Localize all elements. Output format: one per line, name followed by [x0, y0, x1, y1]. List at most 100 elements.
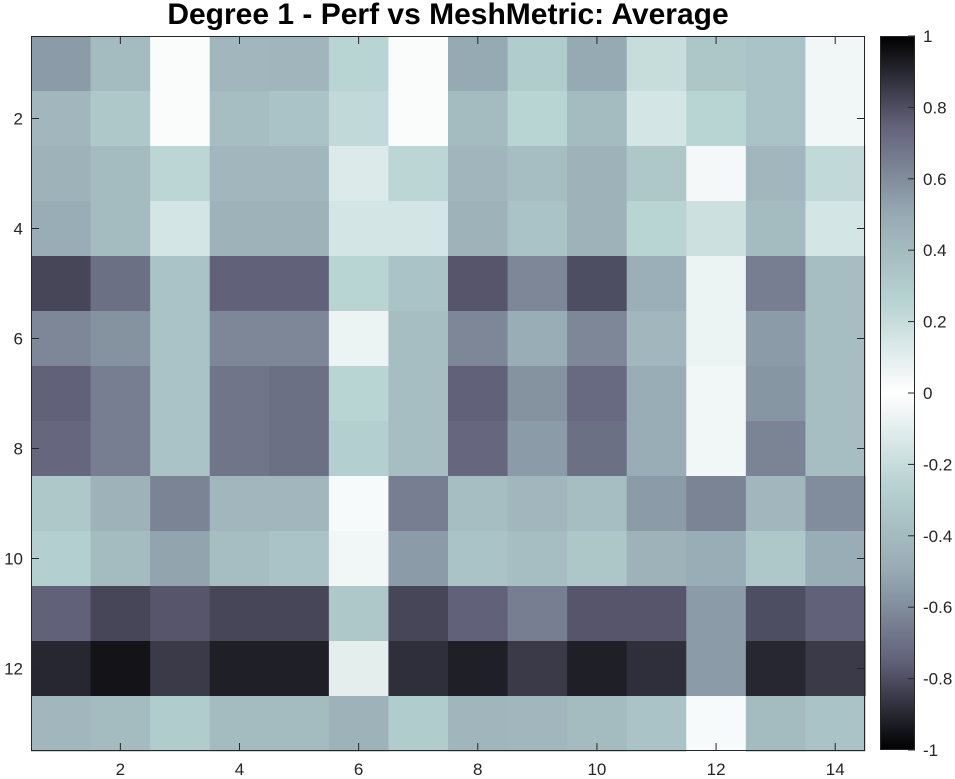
heatmap-cell — [567, 476, 628, 532]
heatmap-cell — [567, 311, 628, 367]
heatmap-cell — [269, 36, 330, 92]
heatmap-cell — [626, 586, 687, 642]
x-tick-label: 4 — [235, 760, 244, 779]
heatmap-cell — [805, 476, 866, 532]
y-tick-label: 10 — [4, 550, 23, 569]
heatmap-cell — [90, 696, 151, 752]
heatmap-cell — [150, 91, 211, 147]
heatmap-cell — [269, 641, 330, 697]
heatmap-cell — [388, 586, 449, 642]
heatmap-cell — [507, 146, 568, 202]
heatmap-cell — [90, 421, 151, 477]
heatmap-cell — [209, 531, 270, 587]
heatmap-cell — [567, 366, 628, 422]
heatmap-cell — [448, 36, 509, 92]
heatmap-cell — [328, 91, 390, 147]
heatmap-cell — [90, 476, 151, 532]
heatmap-cell — [90, 36, 151, 92]
heatmap-cell — [567, 146, 628, 202]
heatmap-cell — [567, 91, 628, 147]
heatmap-cell — [328, 146, 390, 202]
colorbar-ticks: 1 0.8 0.6 0.4 0.2 0 -0.2 -0.4 -0.6 -0.8 -1 — [908, 27, 952, 760]
heatmap-cell — [745, 696, 807, 752]
heatmap-cell — [805, 146, 866, 202]
heatmap-cell — [686, 36, 747, 92]
heatmap-cell — [90, 586, 151, 642]
heatmap-cell — [686, 201, 747, 257]
heatmap-cell — [269, 256, 330, 312]
heatmap-cells — [31, 36, 866, 752]
y-tick-label: 2 — [14, 110, 23, 129]
y-tick-label: 6 — [14, 330, 23, 349]
x-tick-label: 12 — [707, 760, 726, 779]
heatmap-cell — [745, 421, 807, 477]
heatmap-cell — [805, 256, 866, 312]
heatmap-cell — [388, 476, 449, 532]
heatmap-cell — [209, 366, 270, 422]
heatmap-cell — [626, 91, 687, 147]
heatmap-cell — [31, 146, 92, 202]
heatmap-cell — [507, 531, 568, 587]
heatmap-cell — [448, 586, 509, 642]
colorbar-tick-label: 0.8 — [923, 98, 947, 117]
colorbar-tick-label: 0 — [923, 384, 932, 403]
heatmap-cell — [150, 311, 211, 367]
heatmap-cell — [805, 311, 866, 367]
heatmap-cell — [209, 696, 270, 752]
heatmap-cell — [328, 531, 390, 587]
heatmap-cell — [90, 146, 151, 202]
heatmap-cell — [745, 201, 807, 257]
heatmap-cell — [31, 91, 92, 147]
heatmap-cell — [745, 146, 807, 202]
heatmap-cell — [626, 256, 687, 312]
heatmap-cell — [805, 586, 866, 642]
colorbar-tick-label: 1 — [923, 27, 932, 46]
x-tick-label: 14 — [826, 760, 845, 779]
x-tick-label: 6 — [354, 760, 363, 779]
heatmap-cell — [626, 311, 687, 367]
heatmap-cell — [567, 586, 628, 642]
heatmap-cell — [269, 201, 330, 257]
heatmap-cell — [507, 366, 568, 422]
heatmap-cell — [686, 146, 747, 202]
heatmap-cell — [626, 476, 687, 532]
heatmap-cell — [328, 476, 390, 532]
heatmap-cell — [388, 531, 449, 587]
colorbar-tick-label: -1 — [923, 741, 938, 760]
heatmap-cell — [209, 476, 270, 532]
heatmap-cell — [745, 256, 807, 312]
x-tick-label: 2 — [116, 760, 125, 779]
heatmap-cell — [626, 366, 687, 422]
colorbar-tick-label: 0.6 — [923, 170, 947, 189]
colorbar-tick-label: 0.2 — [923, 313, 947, 332]
heatmap-cell — [745, 641, 807, 697]
x-tick-label: 8 — [473, 760, 482, 779]
heatmap-cell — [745, 531, 807, 587]
heatmap-cell — [209, 36, 270, 92]
heatmap-cell — [448, 531, 509, 587]
y-tick-label: 4 — [14, 220, 23, 239]
heatmap-cell — [626, 146, 687, 202]
heatmap-cell — [31, 201, 92, 257]
heatmap-cell — [150, 366, 211, 422]
axis-ticks: 2 4 6 8 10 12 14 2 4 6 8 10 12 — [4, 36, 865, 779]
heatmap-cell — [507, 201, 568, 257]
heatmap-cell — [626, 641, 687, 697]
x-tick-label: 10 — [587, 760, 606, 779]
heatmap-cell — [567, 421, 628, 477]
heatmap-cell — [328, 366, 390, 422]
heatmap-cell — [745, 586, 807, 642]
heatmap-cell — [209, 311, 270, 367]
heatmap-cell — [150, 421, 211, 477]
heatmap-cell — [567, 696, 628, 752]
heatmap-cell — [388, 146, 449, 202]
heatmap-cell — [269, 366, 330, 422]
heatmap-cell — [626, 696, 687, 752]
heatmap-cell — [269, 146, 330, 202]
heatmap-cell — [269, 696, 330, 752]
heatmap-cell — [328, 641, 390, 697]
heatmap-cell — [31, 476, 92, 532]
heatmap-cell — [448, 641, 509, 697]
heatmap-cell — [150, 641, 211, 697]
heatmap-cell — [686, 91, 747, 147]
